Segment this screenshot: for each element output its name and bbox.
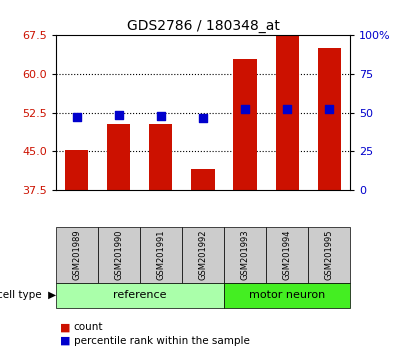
- Title: GDS2786 / 180348_at: GDS2786 / 180348_at: [127, 19, 279, 33]
- Bar: [308, 227, 350, 283]
- Point: [242, 106, 248, 112]
- Bar: [224, 283, 350, 308]
- Point: [284, 106, 290, 112]
- Bar: [234, 58, 257, 190]
- Text: GSM201992: GSM201992: [199, 229, 207, 280]
- Text: GSM201993: GSM201993: [240, 229, 250, 280]
- Text: count: count: [74, 322, 103, 332]
- Bar: [318, 48, 341, 190]
- Text: cell type  ▶: cell type ▶: [0, 290, 56, 300]
- Bar: [56, 227, 98, 283]
- Bar: [191, 169, 215, 190]
- Point: [326, 106, 332, 112]
- Bar: [65, 150, 88, 190]
- Bar: [56, 283, 224, 308]
- Bar: [149, 125, 172, 190]
- Text: GSM201995: GSM201995: [325, 229, 334, 280]
- Text: GSM201990: GSM201990: [114, 229, 123, 280]
- Bar: [224, 227, 266, 283]
- Bar: [266, 227, 308, 283]
- Text: ■: ■: [60, 322, 70, 332]
- Bar: [182, 227, 224, 283]
- Text: reference: reference: [113, 290, 167, 300]
- Text: percentile rank within the sample: percentile rank within the sample: [74, 336, 250, 346]
- Text: GSM201994: GSM201994: [283, 229, 292, 280]
- Text: motor neuron: motor neuron: [249, 290, 325, 300]
- Point: [158, 114, 164, 119]
- Text: ■: ■: [60, 336, 70, 346]
- Bar: [98, 227, 140, 283]
- Bar: [107, 125, 131, 190]
- Bar: [140, 227, 182, 283]
- Point: [116, 112, 122, 118]
- Point: [74, 114, 80, 120]
- Point: [200, 115, 206, 121]
- Text: GSM201991: GSM201991: [156, 229, 166, 280]
- Text: GSM201989: GSM201989: [72, 229, 81, 280]
- Bar: [275, 35, 298, 190]
